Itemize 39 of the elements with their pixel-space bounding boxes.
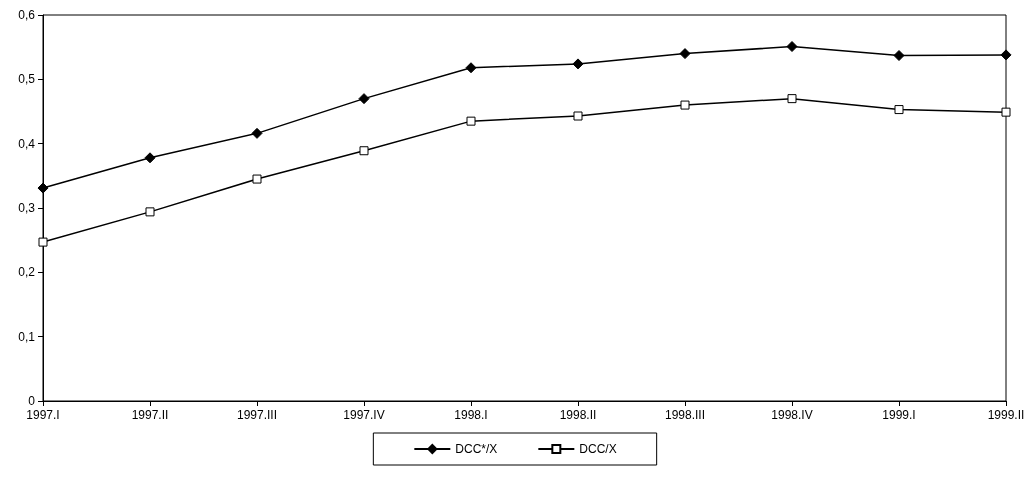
x-tick-label: 1999.II (987, 408, 1025, 422)
legend-label: DCC/X (579, 442, 617, 456)
point (786, 41, 798, 53)
point (893, 50, 905, 62)
point (466, 116, 476, 126)
x-tick-label: 1997.III (236, 408, 278, 422)
y-tick-label: 0,5 (18, 72, 36, 87)
point (37, 182, 49, 194)
y-tick-label: 0 (28, 394, 36, 408)
x-tick-label: 1998.III (664, 408, 706, 422)
point (1001, 107, 1011, 117)
point (787, 94, 797, 104)
x-tick-label: 1999.I (882, 408, 916, 422)
y-tick-label: 0,1 (18, 329, 36, 344)
point (359, 146, 369, 156)
y-tick-label: 0,3 (18, 201, 36, 215)
point (251, 127, 263, 139)
point (894, 105, 904, 115)
legend-label: DCC*/X (455, 442, 498, 456)
x-tick-label: 1997.II (131, 408, 169, 422)
x-tick-label: 1997.IV (343, 408, 385, 422)
x-tick-label: 1998.I (454, 408, 488, 422)
x-tick-label: 1997.I (26, 408, 60, 422)
point (573, 111, 583, 121)
point (572, 58, 584, 70)
y-tick-label: 0,4 (18, 136, 36, 151)
point (1000, 49, 1012, 61)
x-tick-label: 1998.IV (771, 408, 813, 422)
point (144, 152, 156, 164)
point (252, 174, 262, 184)
point (358, 93, 370, 105)
point (145, 207, 155, 217)
x-tick-label: 1998.II (559, 408, 597, 422)
point (680, 100, 690, 110)
y-tick-label: 0,6 (18, 8, 36, 22)
y-tick-label: 0,2 (18, 265, 36, 280)
point (679, 48, 691, 60)
point (38, 237, 48, 247)
point (465, 62, 477, 74)
